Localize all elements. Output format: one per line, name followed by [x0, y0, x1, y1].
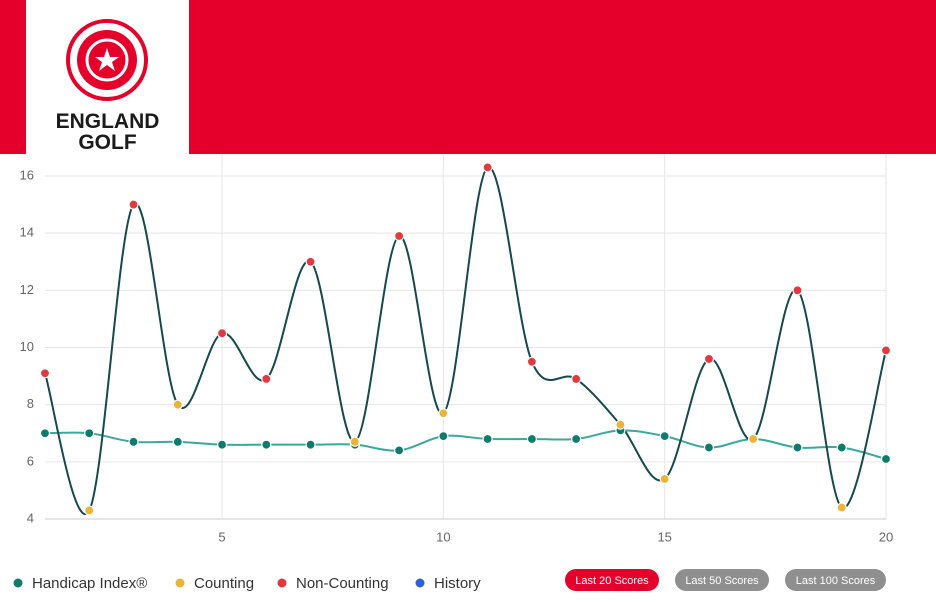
- y-tick-label: 8: [27, 396, 34, 411]
- series-line: [44, 429, 887, 460]
- data-point: [305, 256, 316, 267]
- data-point: [482, 433, 493, 445]
- legend-label[interactable]: Counting: [194, 575, 254, 592]
- range-button-label[interactable]: Last 50 Scores: [685, 575, 759, 587]
- data-point: [438, 431, 449, 442]
- data-point: [305, 439, 316, 450]
- legend-label[interactable]: Handicap Index®: [32, 575, 147, 592]
- data-point: [526, 433, 537, 445]
- data-point: [261, 439, 272, 450]
- logo-emblem: [66, 19, 148, 101]
- data-point: [84, 505, 95, 516]
- y-tick-label: 16: [20, 167, 34, 182]
- data-point: [792, 442, 803, 453]
- range-button[interactable]: [565, 569, 659, 591]
- data-point: [128, 436, 139, 447]
- data-point: [748, 433, 759, 445]
- data-point: [659, 431, 670, 442]
- data-point: [394, 445, 405, 456]
- data-point: [836, 502, 847, 513]
- data-point: [216, 439, 228, 450]
- legend-marker[interactable]: [414, 577, 426, 589]
- legend-marker[interactable]: [12, 577, 24, 589]
- data-point: [128, 199, 139, 210]
- logo-text: ENGLAND: [55, 110, 160, 133]
- x-tick-label: 15: [657, 529, 671, 544]
- y-tick-label: 10: [20, 339, 34, 354]
- data-point: [792, 285, 803, 296]
- data-point: [571, 433, 582, 445]
- data-point: [482, 162, 493, 173]
- data-point: [261, 373, 272, 385]
- data-point: [172, 399, 183, 410]
- data-point: [703, 442, 715, 453]
- legend-label[interactable]: Non-Counting: [296, 575, 389, 592]
- emblem-petals: [85, 38, 129, 82]
- data-point: [880, 453, 892, 465]
- data-point: [349, 436, 360, 447]
- y-tick-label: 6: [27, 453, 34, 468]
- y-tick-label: 12: [20, 282, 34, 297]
- x-tick-label: 10: [436, 529, 450, 544]
- data-point: [394, 230, 405, 242]
- range-button-label[interactable]: Last 100 Scores: [796, 575, 876, 587]
- data-point: [216, 328, 228, 339]
- data-point: [659, 473, 670, 485]
- legend-marker[interactable]: [276, 577, 288, 589]
- range-button[interactable]: [675, 569, 769, 591]
- data-point: [438, 408, 449, 419]
- data-point: [571, 373, 582, 385]
- data-point: [836, 442, 847, 453]
- data-point: [526, 356, 537, 367]
- data-point: [615, 419, 626, 430]
- logo-text: GOLF: [78, 131, 137, 154]
- data-point: [172, 436, 183, 447]
- data-point: [39, 428, 51, 439]
- x-tick-label: 20: [879, 529, 893, 544]
- logo[interactable]: ENGLAND GOLF: [26, 0, 189, 154]
- data-point: [39, 368, 51, 379]
- range-button-label[interactable]: Last 20 Scores: [575, 575, 649, 587]
- emblem-star: [95, 48, 119, 71]
- data-point: [880, 345, 892, 356]
- y-tick-label: 14: [20, 225, 34, 240]
- data-point: [84, 428, 95, 439]
- x-tick-label: 5: [218, 529, 225, 544]
- y-tick-label: 4: [27, 510, 34, 525]
- legend-label[interactable]: History: [434, 575, 481, 592]
- legend-marker[interactable]: [174, 577, 186, 589]
- header: ENGLAND GOLF: [0, 0, 936, 154]
- data-point: [703, 353, 715, 365]
- emblem-ring: [66, 19, 148, 101]
- range-button[interactable]: [785, 569, 886, 591]
